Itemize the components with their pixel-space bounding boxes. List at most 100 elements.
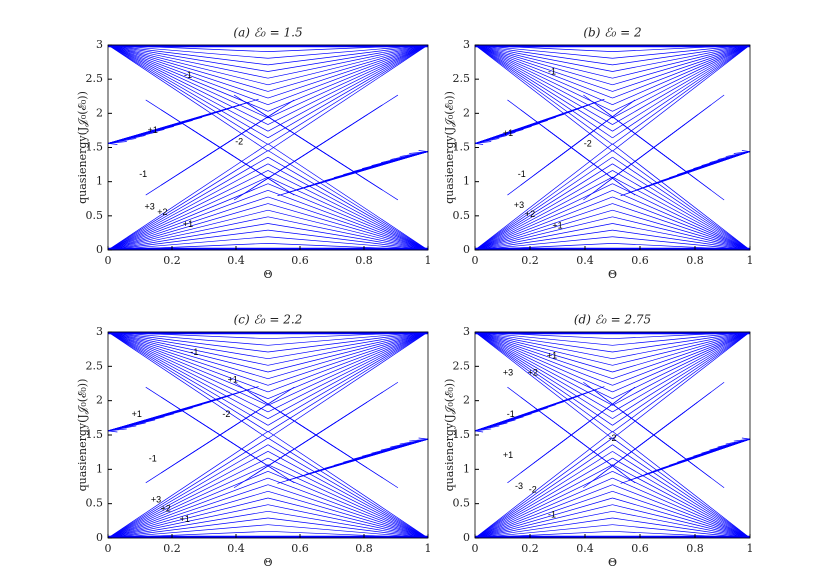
spectrum-texture (107, 331, 269, 373)
axes-frame (107, 331, 429, 539)
spectrum-texture (612, 457, 751, 539)
y-tick-label: 1.5 (453, 141, 471, 154)
x-axis-label: Θ (263, 268, 272, 281)
y-tick-label: 0.5 (86, 497, 104, 510)
annotation: +1 (503, 128, 513, 138)
y-tick-label: 2 (96, 394, 103, 407)
spectrum-texture (267, 143, 429, 251)
spectrum-texture (267, 331, 429, 413)
spectrum-texture (107, 44, 269, 86)
annotation: -1 (190, 347, 198, 357)
spectrum-texture (267, 331, 429, 360)
spectrum-texture (107, 143, 269, 251)
annotation: -2 (608, 433, 616, 443)
spectrum-texture (267, 44, 429, 145)
spectrum-texture (267, 331, 429, 379)
spectrum-texture (267, 331, 429, 366)
x-tick-label: 0.6 (631, 542, 649, 555)
spectrum-texture (267, 331, 429, 399)
spectrum-texture (474, 170, 613, 251)
spectrum-texture (612, 331, 751, 366)
panel: 0 0.5 1 1.5 2 2.5 3 0 0.2 0.4 0.6 0.8 1 (a) ℰ₀ = 1.5 Θ… (76, 26, 432, 282)
spectrum-texture (474, 196, 613, 251)
spectrum-texture (612, 471, 751, 539)
annotation: +1 (183, 219, 193, 229)
spectrum-texture (267, 44, 429, 112)
spectrum-texture (612, 331, 751, 393)
annotation: -1 (518, 169, 526, 179)
spectrum-texture (612, 44, 751, 139)
spectrum-texture (474, 44, 613, 106)
y-tick-label: 2 (96, 106, 103, 119)
spectrum-texture (107, 183, 269, 251)
x-tick-label: 0 (105, 254, 112, 267)
spectrum-texture (612, 331, 751, 399)
spectrum-texture (107, 44, 269, 66)
spectrum-texture (474, 386, 605, 432)
spectrum-texture (107, 216, 269, 251)
spectrum-texture (474, 223, 613, 251)
annotation: +1 (547, 350, 557, 360)
spectrum-texture (267, 44, 429, 92)
x-tick-label: 0.2 (521, 542, 539, 555)
spectrum-texture (267, 510, 429, 539)
annotation: -1 (548, 67, 556, 77)
y-tick-label: 0 (463, 531, 470, 544)
spectrum-texture (612, 484, 751, 539)
spectrum-texture (267, 331, 429, 406)
spectrum-texture (267, 223, 429, 251)
spectrum-texture (612, 196, 751, 251)
spectrum-texture (612, 331, 751, 433)
spectrum-texture (474, 150, 613, 251)
spectrum-texture (474, 156, 613, 251)
spectrum-texture (474, 176, 613, 251)
spectrum-texture (107, 517, 269, 539)
y-tick-label: 3 (463, 325, 470, 338)
spectrum-texture (107, 451, 269, 539)
spectrum-texture (474, 44, 613, 72)
spectrum-texture (474, 517, 613, 539)
spectrum-texture (267, 44, 429, 132)
spectrum-texture (474, 431, 613, 539)
spectrum-texture (107, 331, 269, 419)
spectrum-texture (107, 44, 269, 72)
x-tick-label: 1 (425, 254, 432, 267)
spectrum-texture (267, 331, 429, 439)
panel: 0 0.5 1 1.5 2 2.5 3 0 0.2 0.4 0.6 0.8 1 (b) ℰ₀ = 2 Θqu… (443, 26, 754, 282)
spectrum-texture (612, 331, 751, 406)
spectrum-texture (612, 216, 751, 251)
x-tick-label: 0.2 (163, 254, 181, 267)
spectrum-texture (474, 331, 613, 353)
spectrum-texture (107, 44, 269, 139)
spectrum-texture (107, 209, 269, 251)
spectrum-texture (267, 497, 429, 539)
spectrum-texture (107, 176, 269, 251)
spectrum-texture (612, 331, 751, 439)
annotation: +1 (228, 374, 238, 384)
spectrum-texture (612, 189, 751, 251)
spectrum-texture (612, 331, 751, 360)
spectrum-texture (612, 437, 751, 539)
spectrum-texture (267, 44, 429, 125)
annotation: +2 (528, 368, 538, 378)
x-tick-label: 0 (105, 542, 112, 555)
annotation: -2 (235, 136, 243, 146)
annotation: +1 (132, 409, 142, 419)
spectrum-texture (267, 44, 429, 119)
spectrum-texture (612, 431, 751, 539)
chart-title: (d) ℰ₀ = 2.75 (574, 313, 651, 327)
spectrum-texture (474, 331, 613, 406)
spectrum-texture (107, 477, 269, 539)
spectrum-texture (474, 477, 613, 539)
spectrum-texture (267, 471, 429, 539)
annotation: -1 (184, 70, 192, 80)
spectrum-texture (612, 44, 751, 99)
spectrum-texture (474, 163, 613, 251)
spectrum-texture (107, 331, 269, 413)
spectrum-texture (474, 444, 613, 539)
spectrum-texture (474, 497, 613, 539)
spectrum-texture (474, 331, 613, 399)
spectrum-texture (612, 504, 751, 539)
spectrum-texture (267, 331, 429, 419)
